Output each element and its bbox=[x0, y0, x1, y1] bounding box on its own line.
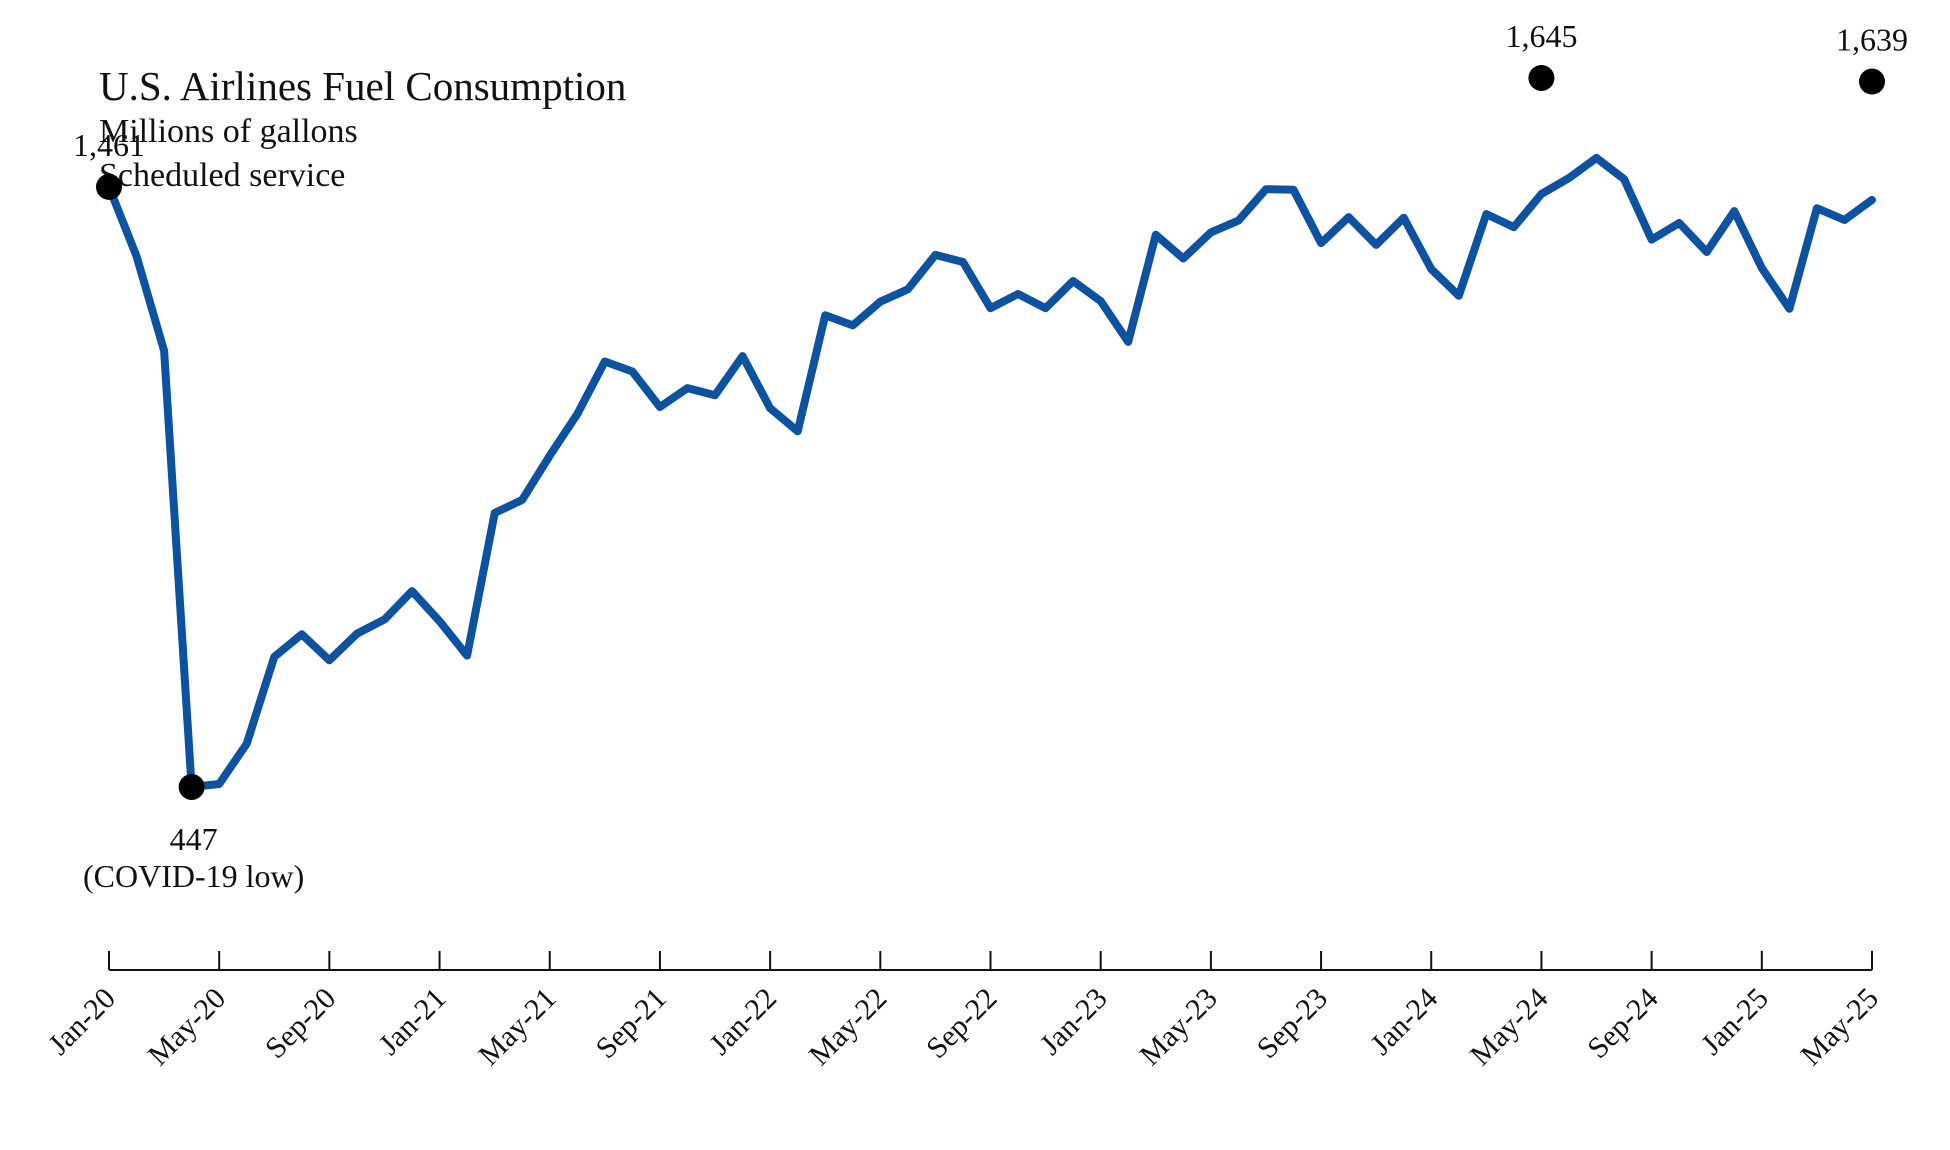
data-point bbox=[1566, 175, 1572, 181]
data-point bbox=[1070, 278, 1076, 284]
data-point bbox=[134, 253, 140, 259]
data-point bbox=[1015, 291, 1021, 297]
x-tick-label: May-22 bbox=[803, 982, 893, 1072]
data-point bbox=[1428, 266, 1434, 272]
data-point bbox=[1263, 186, 1269, 192]
data-point bbox=[1318, 240, 1324, 246]
data-point bbox=[1125, 339, 1131, 345]
data-point bbox=[685, 385, 691, 391]
x-tick-label: Jan-20 bbox=[42, 982, 122, 1062]
series-line bbox=[105, 153, 1876, 791]
chart-titles: U.S. Airlines Fuel Consumption Millions … bbox=[99, 62, 626, 198]
x-tick-label: Jan-22 bbox=[703, 982, 783, 1062]
annotation-label: 1,645 bbox=[1505, 18, 1577, 54]
data-point bbox=[1869, 197, 1875, 203]
data-point bbox=[1153, 232, 1159, 238]
data-point bbox=[657, 404, 663, 410]
data-point bbox=[1098, 298, 1104, 304]
data-point bbox=[492, 510, 498, 516]
data-point bbox=[877, 299, 883, 305]
data-point bbox=[1208, 229, 1214, 235]
x-tick-label: May-21 bbox=[472, 982, 562, 1072]
data-point bbox=[1649, 237, 1655, 243]
chart-title: U.S. Airlines Fuel Consumption bbox=[99, 63, 627, 109]
data-point bbox=[382, 617, 388, 623]
data-point bbox=[905, 286, 911, 292]
chart-subtitle-units: Millions of gallons bbox=[99, 113, 358, 150]
x-tick-label: May-24 bbox=[1464, 982, 1554, 1072]
x-tick-label: Sep-22 bbox=[920, 982, 1003, 1065]
data-point bbox=[1759, 265, 1765, 271]
annotation-label: 1,461 bbox=[73, 127, 145, 163]
data-point bbox=[1594, 155, 1600, 161]
data-point bbox=[1676, 220, 1682, 226]
data-point bbox=[850, 322, 856, 328]
data-point bbox=[271, 654, 277, 660]
x-tick-label: May-20 bbox=[142, 982, 232, 1072]
x-tick-label: Jan-21 bbox=[373, 982, 453, 1062]
data-point bbox=[574, 411, 580, 417]
data-point bbox=[244, 741, 250, 747]
annotation-marker bbox=[1528, 64, 1555, 91]
data-point bbox=[299, 631, 305, 637]
data-point bbox=[629, 369, 635, 375]
annotation-note: (COVID-19 low) bbox=[83, 858, 304, 894]
data-point bbox=[1511, 224, 1517, 230]
data-point bbox=[1621, 176, 1627, 182]
data-point bbox=[216, 781, 222, 787]
x-tick-label: May-23 bbox=[1133, 982, 1223, 1072]
data-point bbox=[1538, 191, 1544, 197]
data-point bbox=[988, 305, 994, 311]
annotation-marker bbox=[178, 773, 205, 800]
annotation-label: 1,639 bbox=[1836, 22, 1908, 58]
data-point bbox=[1043, 305, 1049, 311]
x-tick-label: Sep-24 bbox=[1581, 982, 1664, 1065]
data-point bbox=[960, 259, 966, 265]
data-point bbox=[326, 657, 332, 663]
data-point bbox=[1456, 293, 1462, 299]
data-point bbox=[519, 497, 525, 503]
data-point bbox=[1786, 306, 1792, 312]
data-point bbox=[1180, 256, 1186, 262]
data-point bbox=[1373, 242, 1379, 248]
data-point bbox=[1731, 208, 1737, 214]
x-tick-label: Jan-25 bbox=[1695, 982, 1775, 1062]
x-tick-label: Sep-20 bbox=[259, 982, 342, 1065]
data-point bbox=[1483, 211, 1489, 217]
data-point bbox=[740, 353, 746, 359]
data-point bbox=[1401, 215, 1407, 221]
chart-subtitle-scope: Scheduled service bbox=[99, 157, 346, 194]
data-point bbox=[822, 312, 828, 318]
x-tick-label: Jan-24 bbox=[1364, 982, 1444, 1062]
data-point bbox=[1814, 205, 1820, 211]
data-point bbox=[1704, 249, 1710, 255]
annotation-marker bbox=[96, 173, 122, 200]
data-point bbox=[1235, 218, 1241, 224]
data-point bbox=[767, 405, 773, 411]
data-point bbox=[547, 453, 553, 459]
x-tick-label: Sep-21 bbox=[589, 982, 672, 1065]
data-point bbox=[409, 588, 415, 594]
annotation-label: 447 bbox=[170, 821, 218, 857]
data-point bbox=[795, 428, 801, 434]
data-point bbox=[1291, 187, 1297, 193]
data-point bbox=[161, 348, 167, 354]
x-tick-label: Jan-23 bbox=[1034, 982, 1114, 1062]
data-point bbox=[1842, 217, 1848, 223]
data-point bbox=[712, 392, 718, 398]
data-point bbox=[932, 252, 938, 258]
x-tick-label: May-25 bbox=[1794, 982, 1884, 1072]
data-point bbox=[354, 631, 360, 637]
data-point bbox=[602, 359, 608, 365]
data-point bbox=[1346, 214, 1352, 220]
x-tick-label: Sep-23 bbox=[1251, 982, 1334, 1065]
data-point bbox=[437, 618, 443, 624]
data-point bbox=[464, 653, 470, 659]
annotation-marker bbox=[1859, 68, 1885, 95]
